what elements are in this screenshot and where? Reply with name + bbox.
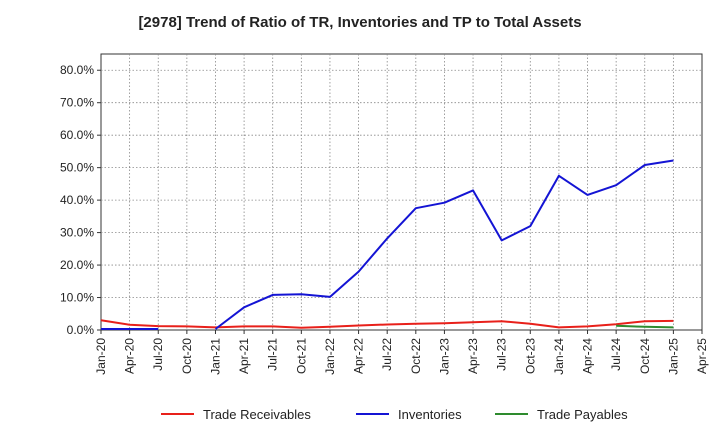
legend-label-trade-receivables: Trade Receivables xyxy=(203,407,311,422)
x-tick-label: Jan-24 xyxy=(552,338,566,375)
series-line-inventories xyxy=(214,159,674,330)
series-line-trade-receivables xyxy=(100,319,674,329)
x-tick-label: Jan-22 xyxy=(323,338,337,375)
y-tick-label: 20.0% xyxy=(60,258,94,272)
y-tick-label: 50.0% xyxy=(60,161,94,175)
y-tick-label: 60.0% xyxy=(60,128,94,142)
x-tick-label: Jul-22 xyxy=(380,338,394,371)
x-tick-label: Jan-25 xyxy=(666,338,680,375)
x-tick-label: Apr-25 xyxy=(695,338,709,374)
y-tick-label: 70.0% xyxy=(60,96,94,110)
x-tick-label: Oct-21 xyxy=(294,338,308,374)
x-tick-label: Apr-20 xyxy=(123,338,137,374)
x-tick-label: Oct-23 xyxy=(523,338,537,374)
y-tick-label: 80.0% xyxy=(60,63,94,77)
series-line-trade-payables xyxy=(616,324,674,329)
x-tick-label: Jan-23 xyxy=(437,338,451,375)
y-tick-label: 30.0% xyxy=(60,226,94,240)
x-tick-label: Jul-23 xyxy=(495,338,509,371)
y-tick-label: 40.0% xyxy=(60,193,94,207)
x-tick-label: Apr-21 xyxy=(237,338,251,374)
x-tick-label: Jul-24 xyxy=(609,338,623,371)
x-tick-label: Oct-24 xyxy=(638,338,652,374)
chart-title: [2978] Trend of Ratio of TR, Inventories… xyxy=(138,14,582,31)
x-tick-label: Jan-20 xyxy=(94,338,108,375)
legend-label-trade-payables: Trade Payables xyxy=(537,407,628,422)
y-tick-label: 0.0% xyxy=(67,323,95,337)
x-tick-label: Apr-22 xyxy=(352,338,366,374)
x-tick-label: Apr-23 xyxy=(466,338,480,374)
y-tick-label: 10.0% xyxy=(60,291,94,305)
x-tick-label: Apr-24 xyxy=(581,338,595,374)
x-tick-label: Oct-22 xyxy=(409,338,423,374)
legend-label-inventories: Inventories xyxy=(398,407,462,422)
x-tick-label: Jul-21 xyxy=(266,338,280,371)
x-tick-label: Jul-20 xyxy=(151,338,165,371)
x-tick-label: Oct-20 xyxy=(180,338,194,374)
x-tick-label: Jan-21 xyxy=(208,338,222,375)
